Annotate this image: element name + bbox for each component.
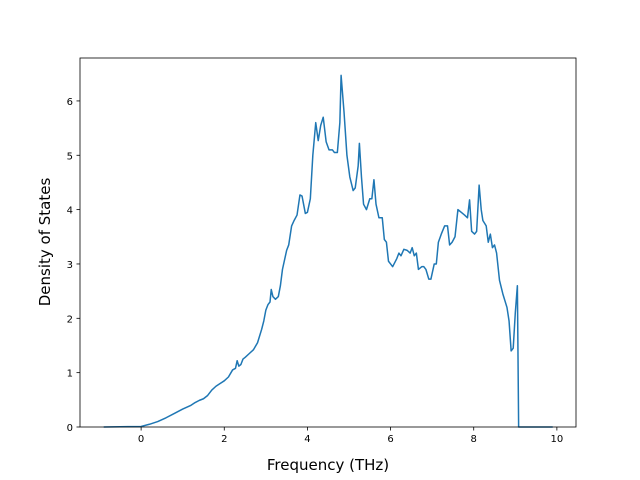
- x-axis-label: Frequency (THz): [267, 456, 389, 474]
- x-tick-label: 2: [221, 434, 227, 445]
- y-tick-label: 3: [67, 260, 73, 271]
- y-tick-label: 1: [67, 369, 73, 380]
- y-tick-label: 6: [67, 97, 73, 108]
- y-tick-label: 4: [67, 206, 73, 217]
- y-tick-label: 0: [67, 423, 73, 434]
- x-tick-label: 6: [387, 434, 393, 445]
- x-tick-label: 4: [304, 434, 310, 445]
- data-line: [103, 74, 553, 428]
- y-tick-label: 5: [67, 151, 73, 162]
- x-tick-label: 0: [138, 434, 144, 445]
- axes-frame: [79, 57, 577, 428]
- x-tick-label: 10: [551, 434, 564, 445]
- x-tick-label: 8: [471, 434, 477, 445]
- y-tick-label: 2: [67, 314, 73, 325]
- y-axis-label: Density of States: [36, 178, 54, 307]
